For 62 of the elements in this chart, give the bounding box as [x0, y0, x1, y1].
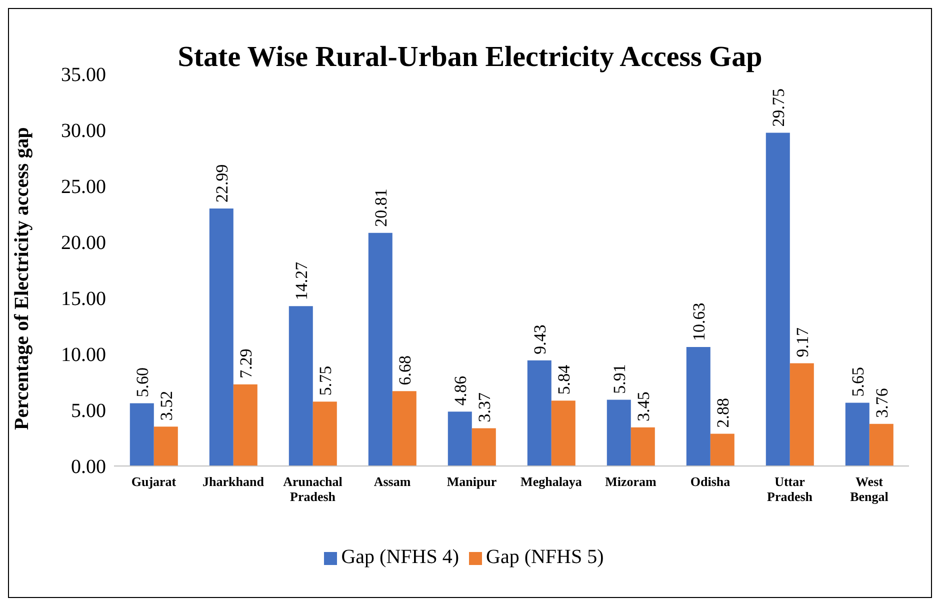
data-label: 5.91: [610, 364, 629, 394]
y-tick-label: 5.00: [71, 400, 106, 422]
y-tick-label: 20.00: [61, 232, 106, 254]
bar: [368, 232, 392, 466]
x-tick-label: Mizoram: [605, 474, 657, 489]
x-tick-label: Gujarat: [131, 474, 177, 489]
bar: [233, 384, 258, 466]
data-label: 9.17: [792, 327, 812, 358]
data-label: 6.68: [395, 355, 414, 386]
data-label: 29.75: [768, 88, 788, 127]
x-tick-label: West Bengal: [850, 474, 889, 504]
data-label: 4.86: [450, 376, 470, 406]
bar: [606, 400, 631, 466]
data-label: 10.63: [689, 302, 708, 341]
x-tick-label: Jharkhand: [202, 474, 265, 489]
data-label: 5.60: [132, 368, 152, 398]
x-tick-label: Manipur: [446, 474, 497, 489]
y-tick-label: 15.00: [61, 288, 106, 310]
y-tick-label: 35.00: [61, 64, 106, 86]
bar: [527, 360, 552, 466]
bar: [766, 132, 790, 466]
bar: [130, 403, 154, 466]
data-label: 5.75: [316, 366, 335, 396]
data-label: 5.65: [848, 366, 868, 397]
data-label: 9.43: [530, 324, 550, 354]
data-label: 3.45: [634, 392, 653, 422]
data-label: 7.29: [236, 348, 256, 378]
bar: [392, 391, 416, 466]
bar: [686, 346, 710, 466]
data-label: 5.84: [554, 364, 574, 395]
x-tick-label: Meghalaya: [520, 474, 582, 489]
chart-title: State Wise Rural-Urban Electricity Access Gap: [178, 41, 762, 73]
x-tick-label: Arunachal Pradesh: [283, 474, 343, 504]
bar: [869, 424, 894, 466]
y-axis-title: Percentage of Electricity access gap: [11, 127, 34, 430]
data-label: 22.99: [212, 164, 232, 203]
bar: [209, 208, 234, 466]
bar: [472, 428, 496, 466]
data-label: 20.81: [371, 188, 390, 227]
bar: [790, 363, 814, 466]
bar: [288, 306, 313, 466]
y-tick-label: 30.00: [61, 120, 106, 142]
y-tick-label: 10.00: [61, 344, 106, 366]
bar: [845, 402, 870, 466]
bar: [551, 400, 576, 466]
y-tick-label: 0.00: [71, 456, 106, 478]
bar: [630, 427, 655, 466]
x-tick-label: Uttar Pradesh: [767, 474, 814, 504]
data-label: 14.27: [292, 261, 311, 300]
bar: [710, 434, 734, 466]
data-label: 2.88: [713, 398, 732, 428]
legend-label: Gap (NFHS 4): [341, 546, 459, 568]
data-label: 3.52: [156, 390, 176, 421]
x-tick-label: Assam: [374, 474, 411, 489]
data-label: 3.37: [474, 392, 494, 422]
data-label: 3.76: [872, 388, 892, 418]
x-tick-label: Odisha: [690, 474, 731, 489]
bar: [312, 402, 337, 466]
y-tick-label: 25.00: [61, 176, 106, 198]
legend-label: Gap (NFHS 5): [486, 546, 604, 568]
bar: [154, 426, 178, 466]
bar: [448, 412, 472, 466]
